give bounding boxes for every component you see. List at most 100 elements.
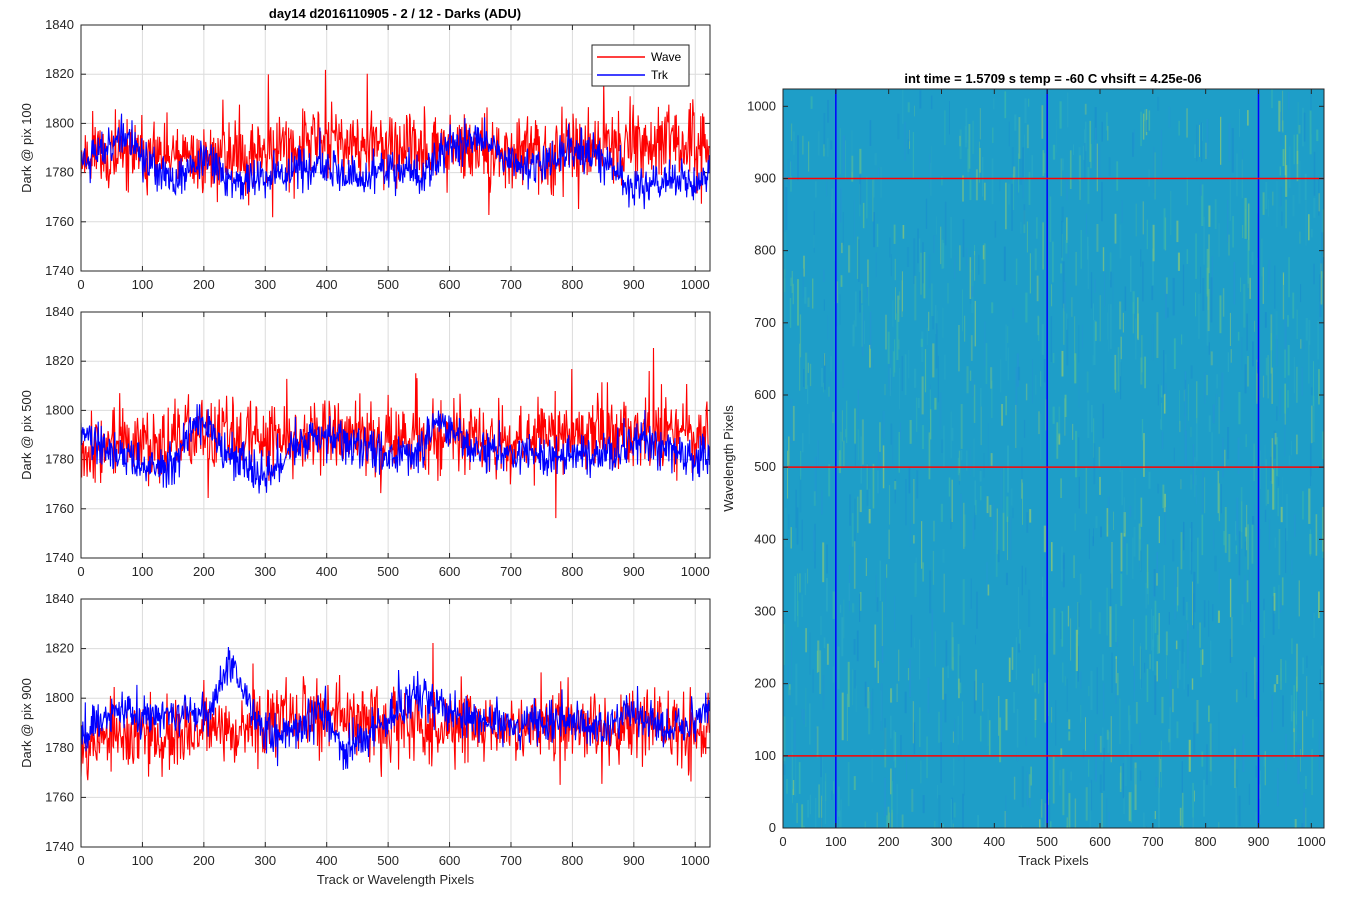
y-tick-label-1820: 1820 [45,641,74,656]
heatmap-cell [1017,366,1021,381]
heatmap-cell [1031,155,1033,178]
heatmap-cell [1278,389,1281,417]
heatmap-cell [950,216,953,259]
heatmap-cell [887,331,890,364]
heatmap-cell [880,166,882,198]
heatmap-cell [1020,221,1022,234]
heatmap-cell [841,242,843,254]
x-tick-label-700: 700 [500,564,522,579]
heatmap-cell [1003,246,1006,282]
heatmap-cell [1098,612,1101,634]
heatmap-cell [890,423,893,445]
heatmap-cell [1093,443,1096,485]
heatmap-cell [1193,144,1196,159]
heatmap-cell [1208,234,1210,274]
heatmap-cell [909,659,911,698]
heatmap-cell [1037,315,1040,336]
heatmap-cell [892,430,894,464]
heatmap-cell [1141,335,1143,373]
heatmap-cell [920,252,922,295]
heatmap-cell [1313,613,1315,638]
heatmap-cell [791,636,793,684]
heatmap-cell [1140,249,1142,267]
heatmap-cell [1319,668,1322,701]
heatmap-cell [943,573,945,613]
heatmap-cell [880,683,883,731]
heatmap-cell [1071,297,1073,317]
heatmap-cell [1245,434,1247,447]
heatmap-cell [979,147,981,173]
heatmap-cell [1006,445,1010,493]
heatmap-cell [959,245,961,271]
heatmap-cell [1107,731,1110,753]
heatmap-cell [1194,457,1196,498]
heatmap-cell [1008,121,1010,147]
heatmap-cell [1005,182,1007,230]
heatmap-cell [1049,196,1052,242]
heatmap-cell [914,562,917,597]
heatmap-cell [839,128,841,175]
heatmap-cell [1258,784,1261,799]
heatmap-cell [910,614,913,648]
heatmap-cell [873,212,875,248]
heatmap-cell [831,188,834,213]
heatmap-cell [802,825,805,828]
heatmap-cell [1040,413,1042,460]
heatmap-cell [1066,817,1068,828]
heatmap-cell [791,160,792,176]
heatmap-cell [1106,587,1108,636]
heatmap-cell [1124,751,1127,787]
heatmap-cell [844,428,847,438]
heatmap-cell [796,803,798,824]
heatmap-cell [1067,245,1069,259]
heatmap-cell [807,362,809,373]
heatmap-cell [1193,593,1195,629]
heatmap-cell [1186,177,1188,206]
heatmap-cell [1051,542,1053,572]
heatmap-cell [1292,292,1295,319]
heatmap-cell [818,784,820,818]
heatmap-cell [1207,600,1210,637]
heatmap-cell [1048,799,1051,826]
heatmap-cell [869,344,871,368]
heatmap-cell [894,258,896,281]
y-tick-label-1780: 1780 [45,165,74,180]
x-tick-label-1000: 1000 [681,564,710,579]
heatmap-cell [1020,825,1023,828]
heatmap-cell [1095,321,1097,341]
heatmap-cell [854,291,857,327]
heatmap-cell [1302,710,1304,757]
heatmap-cell [1042,804,1044,826]
heatmap-cell [973,384,976,423]
heatmap-cell [934,397,937,410]
heatmap-cell [1310,387,1313,396]
heatmap-cell [809,794,812,815]
heatmap-cell [1256,682,1258,717]
heatmap-cell [1205,142,1207,159]
heatmap-cell [922,795,925,814]
heatmap-cell [1288,257,1290,298]
heatmap-cell [884,777,886,817]
heatmap-cell [1192,782,1194,828]
heatmap-cell [1130,255,1132,292]
heatmap-cell [896,784,898,828]
heatmap-cell [1080,704,1082,723]
heatmap-cell [950,799,952,828]
heatmap-cell [921,425,924,450]
heatmap-cell [1192,581,1193,626]
heatmap-cell [1066,771,1068,799]
heatmap-cell [1313,361,1314,406]
heatmap-cell [1016,166,1018,196]
heatmap-cell [1217,610,1220,623]
heatmap-cell [951,427,954,441]
heatmap-cell [1209,723,1212,772]
heatmap-cell [1208,705,1210,722]
heatmap-cell [1190,474,1192,490]
heatmap-cell [827,315,829,340]
heatmap-cell [920,338,923,347]
heatmap-cell [1135,768,1137,785]
heatmap-cell [788,684,791,696]
heatmap-cell [893,224,896,244]
heatmap-cell [944,693,947,723]
heatmap-cell [1102,747,1105,791]
